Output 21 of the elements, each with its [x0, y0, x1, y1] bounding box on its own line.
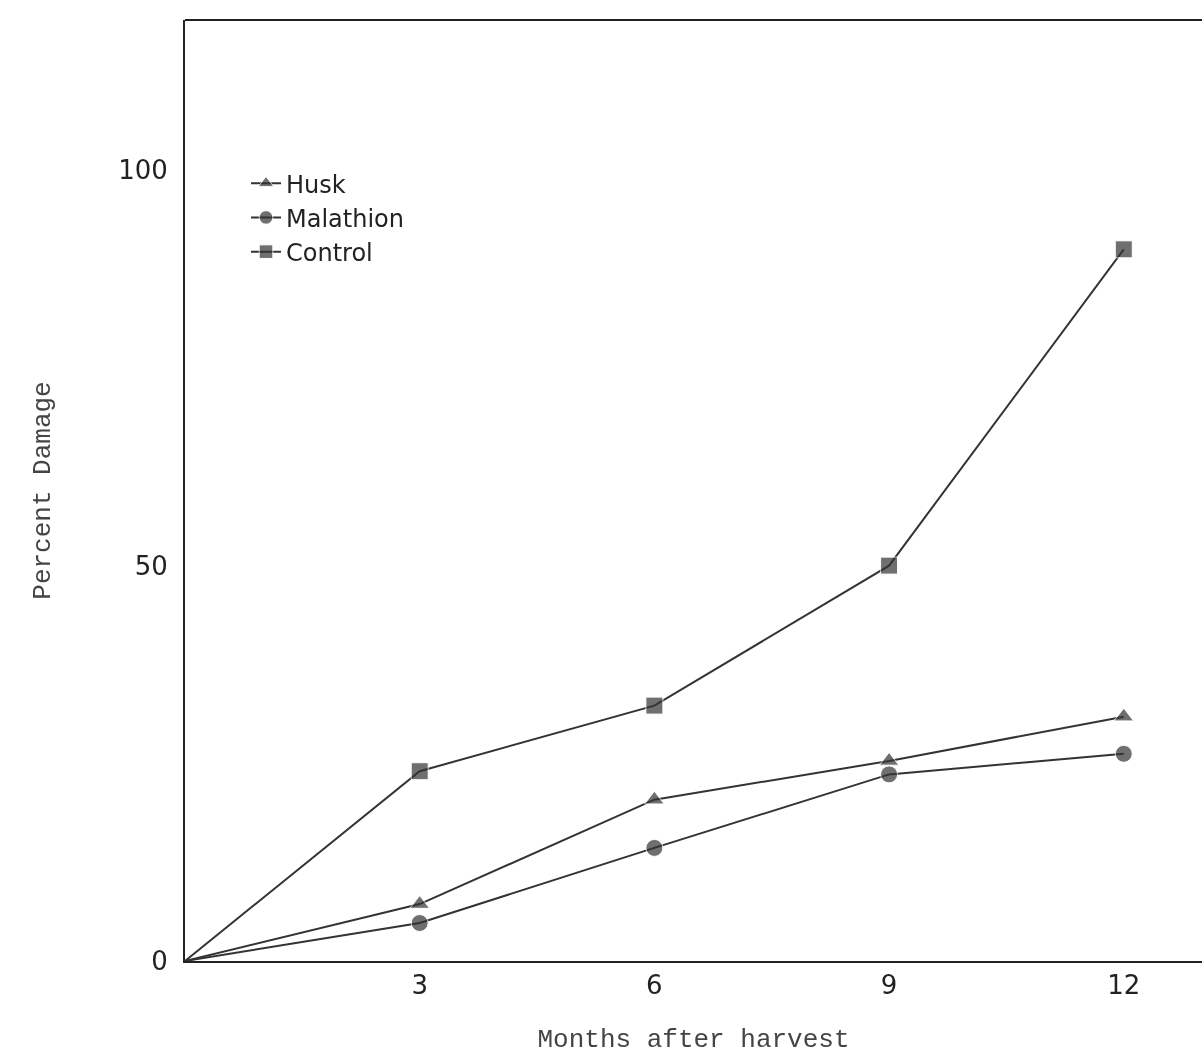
- y-tick-label: 100: [118, 155, 168, 186]
- x-tick-label: 9: [880, 970, 898, 1001]
- point: [410, 914, 429, 933]
- legend-label: Husk: [286, 170, 346, 199]
- legend-label: Malathion: [286, 204, 404, 233]
- y-axis-title: Percent Damage: [28, 381, 59, 600]
- point: [410, 762, 429, 781]
- x-axis-title: Months after harvest: [537, 1025, 850, 1056]
- legend-label: Control: [286, 239, 373, 268]
- point: [645, 838, 664, 857]
- point: [644, 790, 665, 805]
- y-tick-label: 50: [134, 550, 168, 581]
- point: [880, 556, 899, 575]
- x-tick-label: 6: [646, 970, 663, 1001]
- x-tick-label: 12: [1107, 970, 1141, 1001]
- x-tick-label: 3: [411, 970, 428, 1001]
- point: [645, 696, 664, 715]
- point: [1114, 240, 1133, 259]
- point: [880, 765, 899, 784]
- point: [1114, 744, 1133, 763]
- y-tick-label: 0: [151, 946, 168, 977]
